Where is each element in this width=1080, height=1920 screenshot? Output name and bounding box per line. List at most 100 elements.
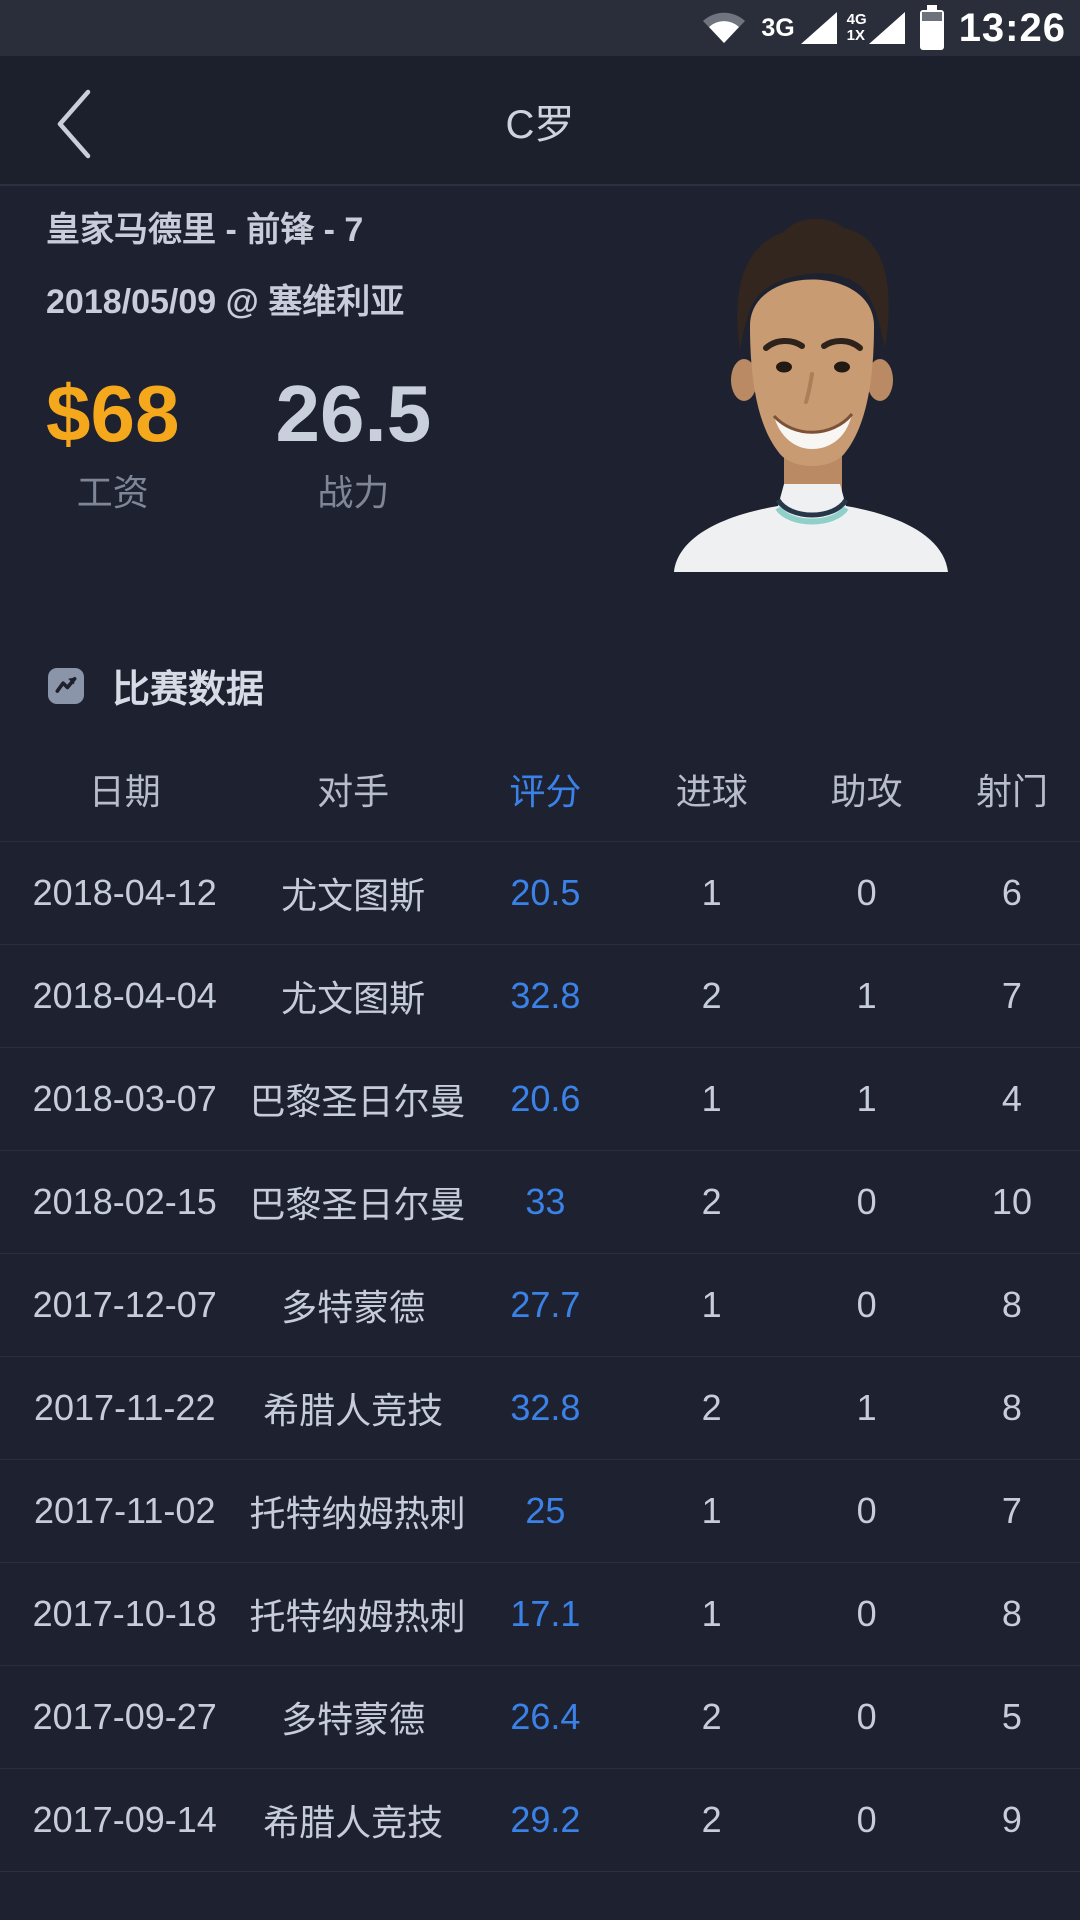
shots-cell: 9 <box>1001 1798 1022 1840</box>
assists-cell: 0 <box>856 1283 877 1325</box>
chart-icon <box>48 667 84 704</box>
date-cell: 2018-04-04 <box>32 974 217 1016</box>
table-row[interactable]: 2018-04-12 尤文图斯 20.5 1 0 6 <box>0 841 1080 944</box>
date-cell: 2018-04-12 <box>32 871 217 913</box>
goals-cell: 1 <box>701 1592 722 1634</box>
opponent-cell: 多特蒙德 <box>281 1698 426 1740</box>
shots-cell: 5 <box>1001 1695 1022 1737</box>
rating-cell: 33 <box>525 1180 566 1222</box>
date-cell: 2017-09-27 <box>32 1695 217 1737</box>
shots-cell: 7 <box>1001 1489 1022 1531</box>
date-cell: 2017-12-07 <box>32 1283 217 1325</box>
column-header-shots: 射门 <box>975 770 1048 812</box>
column-header-date: 日期 <box>88 770 161 812</box>
goals-cell: 1 <box>701 871 722 913</box>
rating-cell: 32.8 <box>510 974 581 1016</box>
wifi-icon <box>701 10 747 46</box>
date-cell: 2018-03-07 <box>32 1077 217 1119</box>
salary-label: 工资 <box>76 472 149 513</box>
player-stats: $68 工资 26.5 战力 <box>46 370 1080 516</box>
table-row[interactable]: 2017-09-14 希腊人竞技 29.2 2 0 9 <box>0 1768 1080 1871</box>
goals-cell: 2 <box>701 1695 722 1737</box>
shots-cell: 10 <box>991 1180 1032 1222</box>
signal-3g-icon <box>800 12 837 44</box>
column-header-assists: 助攻 <box>830 770 903 812</box>
player-team-position: 皇家马德里 - 前锋 - 7 <box>46 211 364 249</box>
shots-cell: 8 <box>1001 1592 1022 1634</box>
assists-cell: 0 <box>856 1592 877 1634</box>
opponent-cell: 巴黎圣日尔曼 <box>249 1183 466 1225</box>
opponent-cell: 尤文图斯 <box>281 874 426 916</box>
rating-cell: 25 <box>525 1489 566 1531</box>
rating-cell: 32.8 <box>510 1386 581 1428</box>
power-value: 26.5 <box>275 369 432 458</box>
rating-cell: 17.1 <box>510 1592 581 1634</box>
nav-header: C罗 <box>0 56 1080 186</box>
rating-cell: 27.7 <box>510 1283 581 1325</box>
status-bar: 3G 4G 1X 13:26 <box>0 0 1080 56</box>
table-row[interactable]: 2017-10-18 托特纳姆热刺 17.1 1 0 8 <box>0 1562 1080 1665</box>
date-cell: 2017-11-02 <box>33 1489 216 1531</box>
table-row[interactable]: 2018-02-15 巴黎圣日尔曼 33 2 0 10 <box>0 1150 1080 1253</box>
rating-cell: 20.5 <box>510 871 581 913</box>
shots-cell: 8 <box>1001 1283 1022 1325</box>
goals-cell: 2 <box>701 1798 722 1840</box>
rating-cell: 26.4 <box>510 1695 581 1737</box>
player-match-info: 2018/05/09 @ 塞维利亚 <box>46 283 405 321</box>
rating-cell: 20.6 <box>510 1077 581 1119</box>
salary-stat: $68 工资 <box>46 370 179 516</box>
column-header-goals: 进球 <box>675 770 748 812</box>
date-cell: 2017-09-14 <box>32 1798 217 1840</box>
date-cell: 2018-02-15 <box>32 1180 217 1222</box>
opponent-cell: 托特纳姆热刺 <box>249 1492 466 1534</box>
power-label: 战力 <box>317 472 390 513</box>
page-title: C罗 <box>505 103 575 147</box>
goals-cell: 1 <box>701 1489 722 1531</box>
status-time: 13:26 <box>958 5 1066 50</box>
assists-cell: 0 <box>856 1180 877 1222</box>
shots-cell: 4 <box>1001 1077 1022 1119</box>
network-4g-1x-label: 4G 1X <box>846 11 867 44</box>
opponent-cell: 托特纳姆热刺 <box>249 1595 466 1637</box>
table-row[interactable]: 2017-09-27 多特蒙德 26.4 2 0 5 <box>0 1665 1080 1768</box>
goals-cell: 2 <box>701 974 722 1016</box>
assists-cell: 0 <box>856 1489 877 1531</box>
match-data-section-header: 比赛数据 <box>0 658 1080 713</box>
shots-cell: 7 <box>1001 974 1022 1016</box>
shots-cell: 8 <box>1001 1386 1022 1428</box>
column-header-opponent: 对手 <box>317 770 390 812</box>
table-row[interactable]: 2017-11-22 希腊人竞技 32.8 2 1 8 <box>0 1356 1080 1459</box>
salary-value: $68 <box>46 369 180 458</box>
match-table: 日期 对手 评分 进球 助攻 射门 2018-04-12 尤文图斯 20.5 1 0 6 2018-0… <box>0 737 1080 1872</box>
opponent-cell: 多特蒙德 <box>281 1286 426 1328</box>
column-header-rating: 评分 <box>509 770 582 812</box>
opponent-cell: 巴黎圣日尔曼 <box>249 1080 466 1122</box>
table-row[interactable]: 2018-03-07 巴黎圣日尔曼 20.6 1 1 4 <box>0 1047 1080 1150</box>
back-icon[interactable] <box>38 84 108 164</box>
table-header-row: 日期 对手 评分 进球 助攻 射门 <box>0 737 1080 841</box>
assists-cell: 1 <box>856 1077 877 1119</box>
opponent-cell: 希腊人竞技 <box>263 1389 444 1431</box>
goals-cell: 2 <box>701 1180 722 1222</box>
rating-cell: 29.2 <box>510 1798 581 1840</box>
goals-cell: 1 <box>701 1077 722 1119</box>
network-3g-label: 3G <box>761 13 795 42</box>
match-data-title: 比赛数据 <box>112 669 265 711</box>
assists-cell: 1 <box>856 1386 877 1428</box>
power-stat: 26.5 战力 <box>275 370 431 516</box>
player-photo <box>628 186 992 572</box>
date-cell: 2017-10-18 <box>32 1592 217 1634</box>
table-row[interactable]: 2017-12-07 多特蒙德 27.7 1 0 8 <box>0 1253 1080 1356</box>
goals-cell: 2 <box>701 1386 722 1428</box>
assists-cell: 0 <box>856 1798 877 1840</box>
player-hero: 皇家马德里 - 前锋 - 7 2018/05/09 @ 塞维利亚 $68 工资 … <box>0 186 1080 572</box>
goals-cell: 1 <box>701 1283 722 1325</box>
table-row[interactable]: 2017-11-02 托特纳姆热刺 25 1 0 7 <box>0 1459 1080 1562</box>
assists-cell: 1 <box>856 974 877 1016</box>
date-cell: 2017-11-22 <box>33 1386 216 1428</box>
table-row[interactable]: 2018-04-04 尤文图斯 32.8 2 1 7 <box>0 944 1080 1047</box>
opponent-cell: 尤文图斯 <box>281 977 426 1019</box>
shots-cell: 6 <box>1001 871 1022 913</box>
opponent-cell: 希腊人竞技 <box>263 1801 444 1843</box>
assists-cell: 0 <box>856 1695 877 1737</box>
